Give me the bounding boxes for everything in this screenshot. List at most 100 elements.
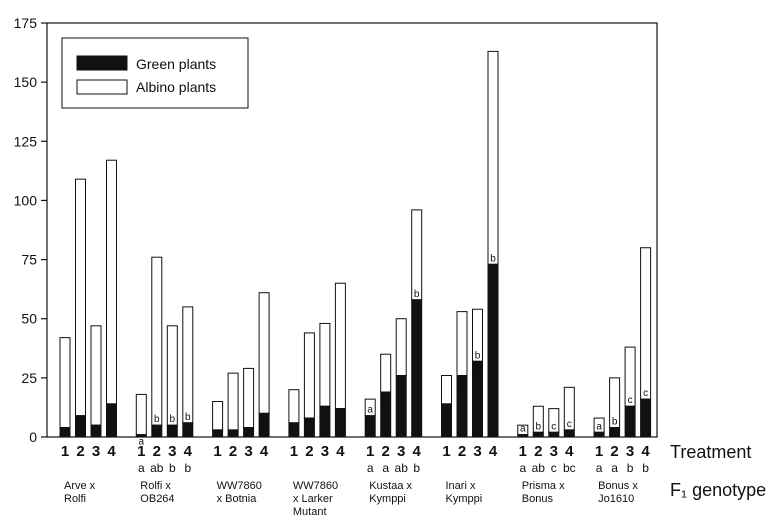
bar-albino (258, 292, 270, 414)
y-tick-label: 175 (14, 15, 38, 31)
treatment-number: 4 (260, 443, 269, 460)
genotype-label: Kymppi (369, 493, 406, 505)
significance-letter: b (627, 461, 634, 475)
treatment-number: 2 (534, 443, 542, 460)
bar-albino (441, 374, 452, 405)
legend-swatch-albino (76, 79, 128, 95)
bar-albino (411, 209, 423, 301)
bar-green (227, 429, 239, 438)
bar-green (624, 405, 636, 438)
genotype-label: Rolfi (64, 493, 86, 505)
bar-green (609, 427, 621, 438)
bar-green (441, 403, 452, 438)
bar-albino (75, 178, 86, 417)
bar-green (563, 429, 575, 438)
treatment-number: 2 (153, 443, 161, 460)
significance-letter: bc (563, 461, 576, 475)
bar-green (640, 398, 652, 438)
significance-letter: a (382, 461, 389, 475)
y-tick-label: 25 (21, 370, 37, 386)
bar-green (258, 412, 270, 438)
significance-letter: a (596, 461, 603, 475)
genotype-label: x Larker (293, 493, 333, 505)
bar-green (532, 431, 544, 438)
treatment-number: 1 (442, 443, 450, 460)
bar-green (517, 434, 529, 438)
bar-albino (151, 256, 163, 426)
bar-green (75, 415, 86, 438)
bar-albino (135, 393, 147, 436)
significance-letter: b (184, 461, 191, 475)
significance-letter: b (169, 461, 176, 475)
bar-green (548, 431, 560, 438)
bar-green (364, 415, 376, 438)
y-tick-label: 125 (14, 133, 38, 149)
treatment-number: 1 (61, 443, 69, 460)
bar-albino (106, 159, 117, 405)
bar-green (212, 429, 224, 438)
y-tick-label: 100 (14, 192, 38, 208)
bar-green (182, 422, 194, 438)
legend-box (61, 37, 249, 109)
treatment-number: 4 (641, 443, 650, 460)
bar-green (106, 403, 117, 438)
bar-green (395, 374, 407, 438)
bar-albino (227, 372, 239, 431)
bar-letter-albino: b (490, 253, 496, 264)
bar-albino (303, 332, 315, 419)
bar-green (151, 424, 163, 438)
treatment-number: 2 (305, 443, 313, 460)
significance-letter: b (413, 461, 420, 475)
treatment-number: 1 (290, 443, 298, 460)
treatment-number: 4 (413, 443, 422, 460)
treatment-number: 4 (336, 443, 345, 460)
y-tick-label: 75 (21, 252, 37, 268)
treatment-number: 3 (92, 443, 100, 460)
bar-letter-albino: a (520, 424, 526, 435)
bar-green (411, 299, 423, 438)
treatment-number: 3 (550, 443, 558, 460)
bar-albino (59, 337, 71, 429)
treatment-number: 3 (168, 443, 176, 460)
bar-albino (487, 50, 499, 265)
genotype-label: WW7860 (293, 480, 338, 492)
y-tick-label: 50 (21, 311, 37, 327)
bar-albino (182, 306, 194, 424)
bar-letter-green: a (475, 363, 481, 374)
treatment-number: 1 (595, 443, 603, 460)
treatment-number: 4 (489, 443, 498, 460)
legend-swatch-green (76, 55, 128, 71)
bar-albino (90, 325, 102, 426)
bar-letter-albino: c (643, 388, 648, 399)
treatment-number: 1 (519, 443, 527, 460)
bar-green (319, 405, 331, 438)
bar-green (90, 424, 102, 438)
bar-albino (640, 247, 652, 400)
bar-letter-green: a (398, 377, 404, 388)
treatment-number: 1 (137, 443, 145, 460)
genotype-label: Inari x (446, 480, 476, 492)
treatment-number: 4 (107, 443, 116, 460)
bar-letter-albino: b (185, 412, 191, 423)
bar-letter-green: a (459, 377, 465, 388)
significance-letter: ab (150, 461, 164, 475)
treatment-number: 3 (397, 443, 405, 460)
bar-letter-albino: b (154, 414, 160, 425)
bar-albino (395, 318, 407, 376)
treatment-number: 3 (473, 443, 481, 460)
treatment-axis-label: Treatment (670, 442, 751, 462)
treatment-number: 2 (229, 443, 237, 460)
significance-letter: a (611, 461, 618, 475)
treatment-number: 1 (366, 443, 374, 460)
legend-label-green: Green plants (136, 56, 216, 72)
bar-green (303, 417, 315, 438)
significance-letter: a (367, 461, 374, 475)
treatment-number: 1 (213, 443, 221, 460)
y-tick-label: 150 (14, 74, 38, 90)
bar-letter-albino: c (551, 421, 556, 432)
treatment-number: 2 (382, 443, 390, 460)
significance-letter: a (138, 461, 145, 475)
